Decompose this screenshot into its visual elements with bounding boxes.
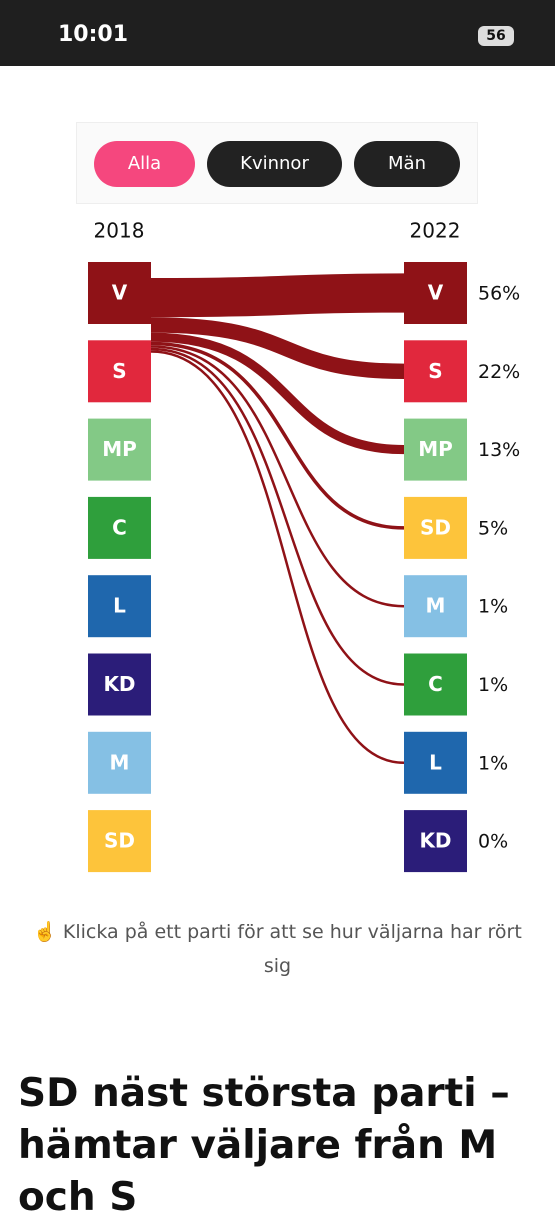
- party-label: S: [428, 359, 442, 383]
- party-label: MP: [102, 437, 137, 461]
- flow: [150, 341, 405, 530]
- headline: SD näst största parti – hämtar väljare f…: [18, 1071, 510, 1220]
- value-label: 1%: [478, 752, 508, 774]
- year-label: 2018: [94, 219, 145, 243]
- value-label: 22%: [478, 361, 520, 383]
- sankey-chart: 2018 2022 V S MP C L KD M SD V 56% S 22% MP 13% SD 5% M 1…: [88, 219, 520, 873]
- party-label: C: [112, 515, 127, 539]
- party-label: M: [426, 594, 446, 618]
- party-box[interactable]: [404, 810, 467, 873]
- party-box[interactable]: [88, 575, 151, 638]
- party-label: MP: [418, 437, 453, 461]
- flow: [150, 350, 405, 765]
- value-label: 0%: [478, 831, 508, 853]
- status-bar: 10:01 56: [0, 0, 555, 66]
- time: 10:01: [58, 22, 129, 47]
- party-label: S: [112, 359, 126, 383]
- party-label: V: [428, 281, 444, 305]
- party-label: SD: [420, 515, 451, 539]
- party-box[interactable]: [404, 575, 467, 638]
- value-label: 1%: [478, 674, 508, 696]
- party-box[interactable]: [404, 262, 467, 324]
- value-label: 13%: [478, 439, 520, 461]
- value-label: 56%: [478, 283, 520, 305]
- party-box[interactable]: [404, 653, 467, 716]
- flow: [150, 273, 405, 318]
- value-label: 5%: [478, 517, 508, 539]
- value-label: 1%: [478, 596, 508, 618]
- flow: [150, 347, 405, 686]
- party-label: L: [113, 594, 126, 618]
- party-box[interactable]: [404, 731, 467, 794]
- party-box[interactable]: [88, 340, 151, 403]
- flow: [150, 345, 405, 608]
- party-label: C: [428, 672, 443, 696]
- party-box[interactable]: [88, 418, 151, 481]
- party-box[interactable]: [404, 496, 467, 559]
- filter-button[interactable]: Alla: [94, 141, 195, 187]
- party-box[interactable]: [404, 418, 467, 481]
- party-box[interactable]: [404, 340, 467, 403]
- party-box[interactable]: [88, 731, 151, 794]
- party-box[interactable]: [88, 653, 151, 716]
- party-box[interactable]: [88, 496, 151, 559]
- filter-bar: Alla Kvinnor Män: [76, 122, 478, 204]
- party-label: SD: [104, 829, 135, 853]
- flow: [150, 332, 405, 455]
- party-label: M: [110, 750, 130, 774]
- party-box[interactable]: [88, 262, 151, 324]
- hint: ☝️ Klicka på ett parti för att se hur vä…: [20, 915, 535, 983]
- filter-button[interactable]: Män: [354, 141, 460, 187]
- party-box[interactable]: [88, 810, 151, 873]
- party-label: L: [429, 750, 442, 774]
- hint-text: Klicka på ett parti för att se hur välja…: [62, 921, 522, 977]
- filter-button[interactable]: Kvinnor: [207, 141, 342, 187]
- flow: [150, 317, 405, 379]
- party-label: KD: [419, 829, 451, 853]
- battery: 56: [478, 26, 514, 46]
- party-label: KD: [103, 672, 135, 696]
- year-label: 2022: [410, 219, 461, 243]
- party-label: V: [112, 281, 128, 305]
- hint-icon: ☝️: [33, 921, 57, 943]
